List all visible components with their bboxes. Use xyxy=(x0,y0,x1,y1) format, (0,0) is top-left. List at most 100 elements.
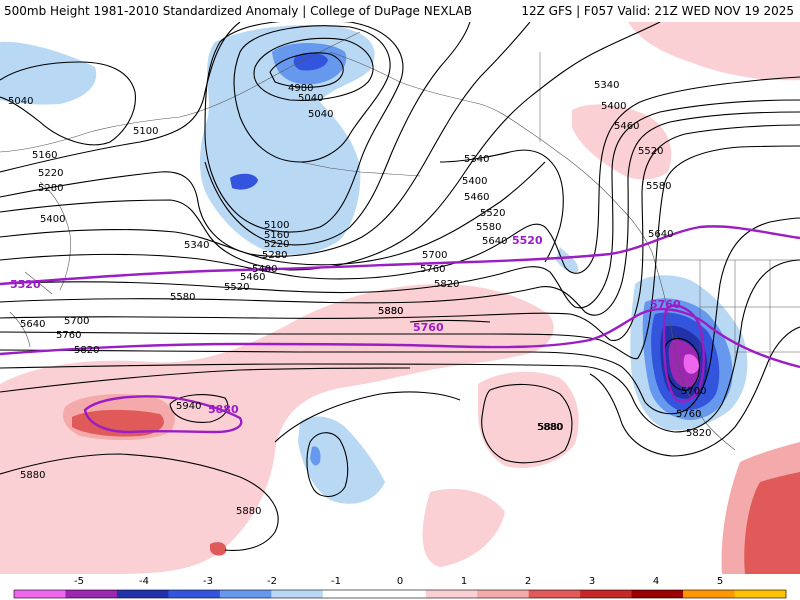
coastline-aleutians xyxy=(299,161,421,177)
pos-anom-spot-southwest xyxy=(210,542,227,556)
pos-anom-region-east-pacific-inner xyxy=(744,472,800,574)
pos-anom-region-bc-ridge xyxy=(572,104,672,180)
label-5040-nw: 5040 xyxy=(8,96,33,107)
neg-anom-spot-bering xyxy=(230,173,258,190)
header: 500mb Height 1981-2010 Standardized Anom… xyxy=(0,0,800,22)
neg-anom-region-aleutian-low xyxy=(200,25,375,255)
contour-5100 xyxy=(204,22,404,233)
color-scale-swatch xyxy=(528,590,581,598)
label-5400-w: 5400 xyxy=(40,214,65,225)
scale-tick-3: 3 xyxy=(589,576,595,587)
label-5580-ak: 5580 xyxy=(476,222,501,233)
contour-5340-ak xyxy=(439,149,564,263)
label-5700-ak: 5700 xyxy=(422,250,447,261)
color-scale-swatch xyxy=(631,590,684,598)
contour-5820-west xyxy=(0,319,491,393)
label-5640-ne: 5640 xyxy=(648,229,673,240)
ref-contour-5760-cutoff xyxy=(662,304,705,403)
label-5340-ak: 5340 xyxy=(464,154,489,165)
ref-contour-5520 xyxy=(0,225,800,286)
contour-5880-center xyxy=(274,391,461,443)
neg-anom-region-northwest xyxy=(0,41,97,105)
model-valid-time: 12Z GFS | F057 Valid: 21Z WED NOV 19 202… xyxy=(521,4,794,18)
color-scale-swatch xyxy=(322,590,375,598)
height-contours xyxy=(0,22,800,551)
scale-tick-0: 0 xyxy=(397,576,403,587)
color-scale-swatch xyxy=(374,590,427,598)
contour-5760 xyxy=(0,259,800,433)
label-5940: 5940 xyxy=(176,401,201,412)
reference-contour-labels: 5520 5520 5760 5760 5880 xyxy=(10,234,681,416)
label-5040-b: 5040 xyxy=(308,109,333,120)
label-5340-ne: 5340 xyxy=(594,80,619,91)
label-5640-ak: 5640 xyxy=(482,236,507,247)
coastline-west-us xyxy=(651,251,736,451)
coastline-bc xyxy=(564,156,653,253)
color-scale-swatch xyxy=(65,590,118,598)
color-scale-swatch xyxy=(734,590,787,598)
contour-5700 xyxy=(0,217,800,415)
label-5220-c: 5220 xyxy=(264,239,289,250)
label-5880-hi: 5880 xyxy=(537,422,562,433)
state-borders xyxy=(539,52,800,367)
color-scale-ticks: -5 -4 -3 -2 -1 0 1 2 3 4 5 xyxy=(74,576,723,587)
color-scale-swatch xyxy=(271,590,324,598)
label-5280-c: 5280 xyxy=(262,250,287,261)
coastline-kamchatka xyxy=(39,181,71,291)
contour-5880-hawaii xyxy=(481,383,573,464)
black-contour-labels: 5040 4980 5040 5040 5100 5160 5220 5280 … xyxy=(8,80,711,517)
scale-tick-2: 2 xyxy=(525,576,531,587)
contour-5220 xyxy=(0,22,531,257)
ref-label-5760-c: 5760 xyxy=(413,321,444,334)
label-5760-w: 5760 xyxy=(56,330,81,341)
label-5880-e: 5880 xyxy=(538,422,563,433)
label-5160: 5160 xyxy=(32,150,57,161)
contour-5040-nw xyxy=(0,61,136,146)
color-scale-outline xyxy=(13,589,787,599)
color-scale-swatch xyxy=(477,590,530,598)
label-5880-w: 5880 xyxy=(20,470,45,481)
neg-anom-region-gulf-of-alaska xyxy=(556,247,579,273)
pos-anom-region-north-pacific xyxy=(0,284,554,574)
contour-5880-cp xyxy=(306,432,349,497)
contour-5520 xyxy=(0,111,800,316)
ref-contour-5880 xyxy=(83,395,243,434)
neg-anom-core-aleutian-inner xyxy=(293,52,328,71)
neg-anom-region-central-pacific xyxy=(298,416,385,504)
ref-contour-5760 xyxy=(0,307,800,369)
scale-tick-minus1: -1 xyxy=(331,576,341,587)
label-5700-w: 5700 xyxy=(64,316,89,327)
contour-5040-center xyxy=(253,37,374,101)
label-5580-c: 5580 xyxy=(170,292,195,303)
reference-contours xyxy=(0,225,800,434)
label-5880-c2: 5880 xyxy=(378,306,403,317)
label-5400-ak: 5400 xyxy=(462,176,487,187)
label-5520-ak: 5520 xyxy=(480,208,505,219)
label-5760-ak: 5760 xyxy=(420,264,445,275)
ref-label-5880: 5880 xyxy=(208,403,239,416)
contour-5640 xyxy=(0,145,800,360)
label-5100-nw: 5100 xyxy=(133,126,158,137)
neg-anom-cutoff-core xyxy=(683,354,699,374)
label-5640-w: 5640 xyxy=(20,319,45,330)
label-4980: 4980 xyxy=(288,83,313,94)
ref-label-5520-w: 5520 xyxy=(10,278,41,291)
label-5460-ak: 5460 xyxy=(464,192,489,203)
contour-5040-south xyxy=(233,25,391,163)
color-scale-swatch xyxy=(580,590,633,598)
color-scale-swatch xyxy=(116,590,169,598)
label-5220: 5220 xyxy=(38,168,63,179)
label-5880-c: 5880 xyxy=(378,306,403,317)
pos-anom-region-west-pacific-inner xyxy=(72,409,164,437)
color-scale-swatch xyxy=(425,590,478,598)
contour-5340-west xyxy=(0,161,546,266)
label-5820-ak: 5820 xyxy=(434,279,459,290)
color-scale-swatch xyxy=(168,590,221,598)
neg-anom-spot-central-pacific xyxy=(310,446,321,466)
coastline-alaska xyxy=(329,51,566,158)
label-5400-ne: 5400 xyxy=(601,101,626,112)
label-5400-c: 5400 xyxy=(252,264,277,275)
pos-anom-region-hawaii xyxy=(478,371,579,468)
ref-label-5520-e: 5520 xyxy=(512,234,543,247)
label-5520-ne: 5520 xyxy=(638,146,663,157)
